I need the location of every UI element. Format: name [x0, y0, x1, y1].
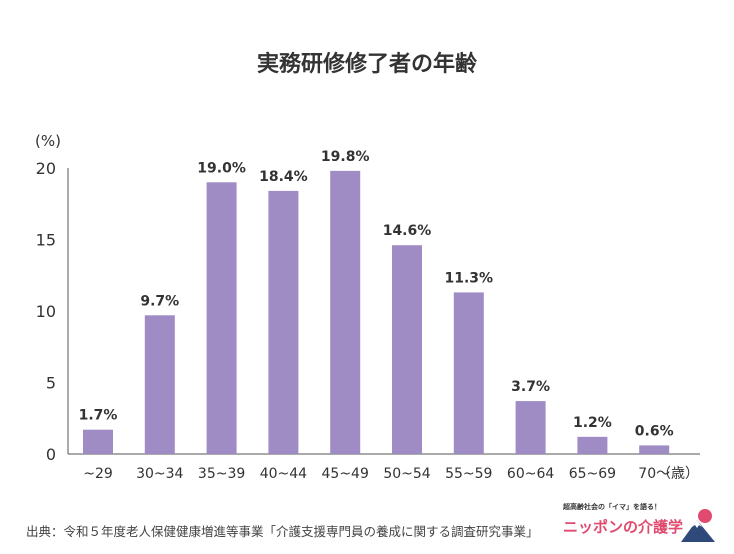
- data-label: 3.7%: [511, 379, 550, 395]
- data-label: 1.7%: [79, 408, 118, 424]
- bar: [577, 436, 608, 454]
- x-tick-label: 50~54: [383, 466, 430, 482]
- y-axis-label: (%): [35, 132, 61, 150]
- bar: [639, 445, 670, 454]
- logo-name: ニッポンの介護学: [563, 518, 684, 536]
- bar: [144, 315, 175, 454]
- x-tick-label: 35~39: [198, 466, 245, 482]
- data-label: 9.7%: [140, 293, 179, 309]
- x-tick-label: 30~34: [136, 466, 183, 482]
- bar: [206, 182, 237, 455]
- data-label: 18.4%: [259, 169, 308, 185]
- y-tick-label: 5: [46, 374, 56, 393]
- source-note: 出典：令和５年度老人保健健康増進等事業「介護支援専門員の養成に関する調査研究事業…: [26, 524, 539, 539]
- y-tick-label: 15: [36, 231, 56, 250]
- bar: [392, 245, 422, 454]
- logo: 超高齢社会の「イマ」を語る！ ニッポンの介護学: [563, 502, 723, 546]
- logo-tagline: 超高齢社会の「イマ」を語る！: [563, 503, 661, 511]
- x-tick-label: 55~59: [445, 466, 492, 482]
- x-tick-label: 45~49: [322, 466, 369, 482]
- data-label: 1.2%: [573, 415, 612, 431]
- bar: [515, 401, 546, 454]
- bar: [268, 190, 299, 454]
- x-tick-label: ~29: [83, 466, 113, 482]
- x-tick-label: 65~69: [569, 466, 616, 482]
- x-tick-label: 60~64: [507, 466, 554, 482]
- y-tick-label: 10: [36, 302, 56, 321]
- data-label: 0.6%: [635, 423, 674, 439]
- y-tick-label: 20: [36, 159, 56, 178]
- mountain-sun-icon: [681, 509, 715, 542]
- bar: [453, 292, 484, 454]
- data-label: 19.8%: [321, 149, 370, 165]
- data-label: 19.0%: [197, 160, 246, 176]
- x-tick-label: 40~44: [260, 466, 307, 482]
- data-label: 14.6%: [383, 223, 432, 239]
- data-label: 11.3%: [445, 270, 494, 286]
- bar: [83, 429, 113, 454]
- y-tick-label: 0: [46, 445, 56, 464]
- x-axis-unit-label: （歳）: [657, 466, 699, 482]
- chart-title: 実務研修修了者の年齢: [256, 52, 477, 77]
- bar: [330, 170, 361, 455]
- x-tick-label: 70～: [638, 466, 670, 482]
